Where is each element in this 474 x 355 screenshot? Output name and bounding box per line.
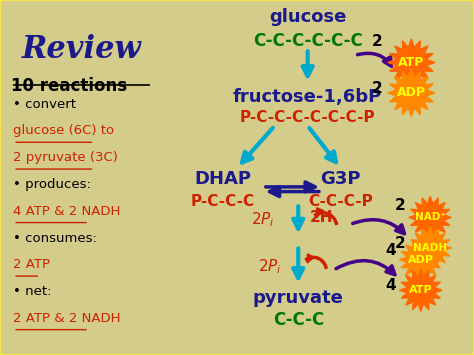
- Text: 2 ATP: 2 ATP: [13, 258, 50, 271]
- Text: 10 reactions: 10 reactions: [11, 77, 127, 94]
- Text: glucose (6C) to: glucose (6C) to: [13, 125, 114, 137]
- Text: 4: 4: [385, 278, 396, 293]
- Text: NADH: NADH: [413, 243, 447, 253]
- Text: 2: 2: [395, 198, 406, 213]
- Text: • convert: • convert: [13, 98, 76, 111]
- Text: 4: 4: [385, 243, 396, 258]
- Text: 2H: 2H: [310, 210, 334, 225]
- Text: 2: 2: [371, 81, 382, 96]
- Text: • consumes:: • consumes:: [13, 231, 97, 245]
- Text: C-C-C-P: C-C-C-P: [308, 194, 373, 209]
- Text: ADP: ADP: [397, 87, 426, 99]
- Text: NAD⁺: NAD⁺: [415, 212, 446, 223]
- Polygon shape: [388, 39, 435, 86]
- Polygon shape: [400, 269, 442, 311]
- Text: C-C-C-C-C-C: C-C-C-C-C-C: [253, 32, 363, 50]
- Text: ADP: ADP: [408, 255, 434, 265]
- Text: DHAP: DHAP: [194, 170, 251, 189]
- Text: G3P: G3P: [320, 170, 361, 189]
- Text: Review: Review: [22, 34, 141, 65]
- Text: glucose: glucose: [269, 9, 346, 26]
- Text: C-C-C: C-C-C: [273, 311, 324, 329]
- Text: 2 pyruvate (3C): 2 pyruvate (3C): [13, 151, 118, 164]
- Text: ATP: ATP: [409, 285, 433, 295]
- Text: P-C-C-C-C-C-C-P: P-C-C-C-C-C-C-P: [240, 110, 375, 125]
- Polygon shape: [388, 70, 435, 116]
- Text: P-C-C-C: P-C-C-C: [191, 194, 255, 209]
- Text: ATP: ATP: [398, 56, 425, 69]
- Text: $2P_i$: $2P_i$: [251, 211, 275, 229]
- Text: • produces:: • produces:: [13, 178, 91, 191]
- Text: fructose-1,6bP: fructose-1,6bP: [233, 88, 383, 106]
- Text: • net:: • net:: [13, 285, 52, 298]
- Text: $2P_i$: $2P_i$: [258, 257, 282, 276]
- Text: 2: 2: [371, 34, 382, 49]
- Text: pyruvate: pyruvate: [253, 289, 344, 307]
- Text: 2: 2: [395, 236, 406, 251]
- Polygon shape: [409, 227, 451, 269]
- Polygon shape: [409, 196, 451, 239]
- Text: 4 ATP & 2 NADH: 4 ATP & 2 NADH: [13, 205, 120, 218]
- Text: 2 ATP & 2 NADH: 2 ATP & 2 NADH: [13, 312, 121, 325]
- Polygon shape: [400, 239, 442, 281]
